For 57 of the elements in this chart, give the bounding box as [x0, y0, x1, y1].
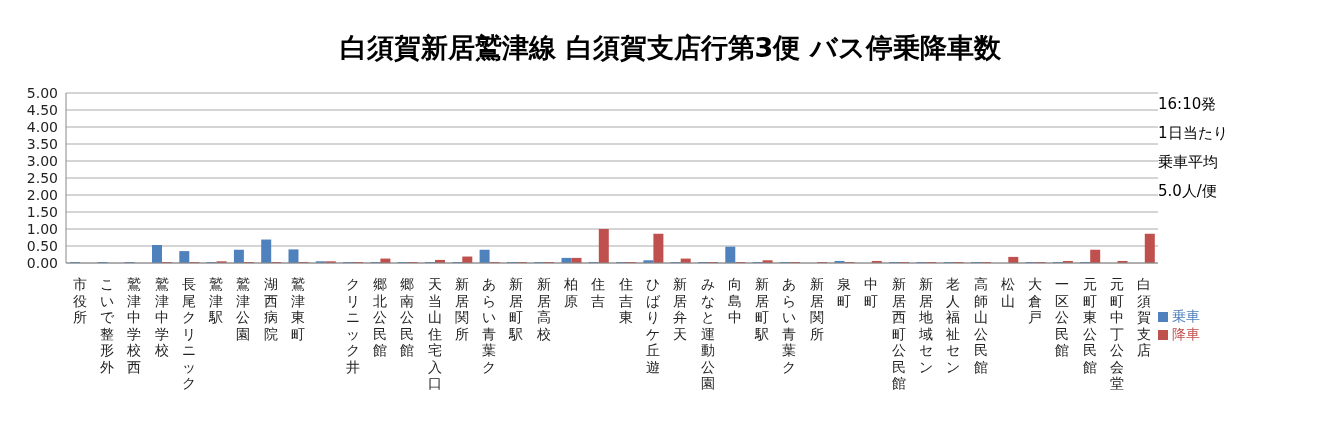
- x-tick-label: 天当山住宅入口: [426, 276, 442, 391]
- annotation: 16:10発: [1158, 94, 1218, 115]
- x-tick-label: ひばりケ丘遊: [645, 276, 661, 375]
- annotation: 5.0人/便: [1158, 181, 1218, 202]
- x-tick-label: 新居地域セン: [917, 276, 933, 375]
- y-tick-label: 0.50: [26, 237, 58, 254]
- legend-label: 降車: [1172, 326, 1200, 342]
- x-tick-label: 湖西病院: [263, 276, 278, 342]
- x-tick-label: 向島中: [727, 276, 742, 325]
- x-tick-label: 住吉: [590, 276, 606, 309]
- y-tick-label: 2.50: [26, 169, 58, 186]
- x-tick-label: 長尾クリニック: [181, 276, 196, 391]
- x-tick-label: 中町: [864, 276, 879, 309]
- x-tick-label: 元町中丁公会堂: [1110, 276, 1125, 391]
- y-tick-label: 1.00: [26, 220, 58, 237]
- x-tick-label: 新居関所: [454, 276, 469, 342]
- x-tick-label: みなと運動公園: [700, 276, 715, 391]
- x-tick-label: 元町東公民館: [1082, 276, 1097, 375]
- x-tick-label: 郷南公民館: [400, 276, 415, 358]
- x-tick-label: 市役所: [72, 276, 87, 325]
- x-tick-label: 高師山公民館: [973, 276, 988, 375]
- x-tick-label: 郷北公民館: [372, 276, 387, 358]
- y-tick-label: 4.50: [26, 101, 58, 118]
- y-tick-label: 1.50: [26, 203, 58, 220]
- x-tick-label: 老人福祉セン: [946, 276, 961, 375]
- x-tick-label: 新居町駅: [508, 276, 524, 342]
- x-tick-label: あらい青葉ク: [782, 276, 797, 375]
- y-tick-label: 2.00: [26, 186, 58, 203]
- x-tick-label: 新居町駅: [754, 276, 770, 342]
- x-tick-label: クリニック井: [345, 276, 360, 375]
- y-tick-label: 3.50: [26, 135, 58, 152]
- x-tick-label: 鷲津中学校西: [126, 276, 142, 375]
- x-tick-label: 鷲津駅: [208, 276, 224, 325]
- y-tick-label: 4.00: [26, 118, 58, 135]
- x-tick-label: 新居関所: [809, 276, 824, 342]
- legend-label: 乗車: [1172, 308, 1200, 324]
- x-tick-label: 柏原: [563, 276, 579, 309]
- x-tick-label: 泉町: [837, 276, 852, 309]
- chart-title: 白須賀新居鷲津線 白須賀支店行第3便 バス停乗降車数: [339, 31, 1002, 65]
- annotation: 1日当たり: [1158, 123, 1228, 144]
- x-tick-label: 一区公民館: [1055, 276, 1070, 358]
- x-tick-label: 大倉戸: [1028, 276, 1043, 325]
- x-tick-label: 新居高校: [535, 276, 551, 342]
- x-tick-label: 住吉東: [617, 276, 633, 325]
- x-tick-label: 新居弁天: [673, 276, 688, 342]
- y-tick-label: 0.00: [26, 254, 58, 271]
- x-tick-label: 鷲津東町: [291, 276, 306, 342]
- y-tick-label: 5.00: [26, 84, 58, 101]
- x-tick-label: 鷲津公園: [236, 276, 251, 342]
- x-tick-label: こいで整形外: [99, 276, 115, 375]
- y-tick-label: 3.00: [26, 152, 58, 169]
- x-tick-label: あらい青葉ク: [482, 276, 497, 375]
- x-tick-label: 白須賀支店: [1137, 276, 1152, 358]
- annotation: 乗車平均: [1158, 152, 1219, 173]
- x-tick-label: 鷲津中学校: [153, 276, 169, 358]
- x-tick-label: 新居西町公民館: [891, 276, 906, 391]
- x-tick-label: 松山: [1000, 276, 1015, 309]
